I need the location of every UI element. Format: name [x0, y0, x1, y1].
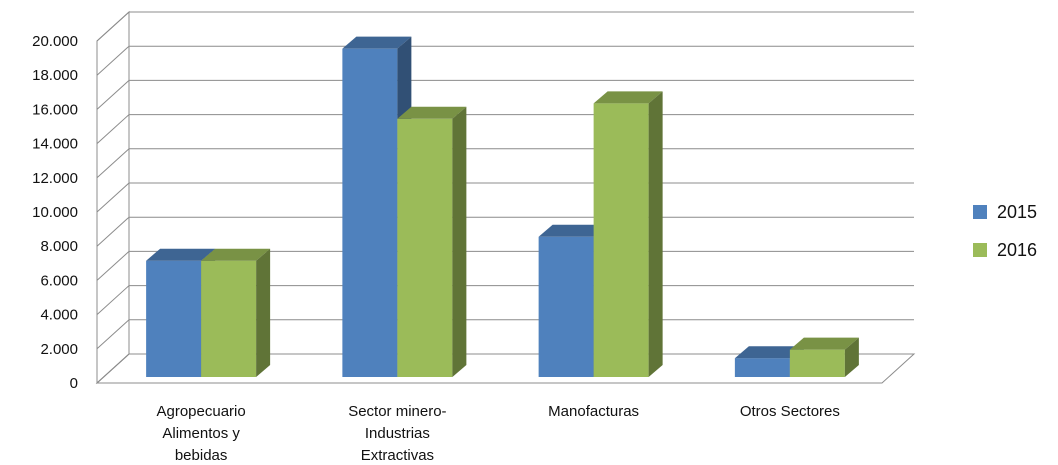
gridline-side	[96, 251, 130, 281]
x-category-label-line: Extractivas	[361, 447, 434, 464]
bar-front	[538, 236, 594, 377]
y-tick-label: 6.000	[40, 272, 78, 289]
bar-top	[593, 91, 663, 104]
legend: 2015 2016	[973, 202, 1037, 260]
gridline-side	[96, 114, 130, 144]
x-category-label: Agropecuario Alimentos y bebidas	[157, 403, 246, 464]
gridline-side	[96, 182, 130, 213]
bar-top	[146, 248, 216, 261]
gridline-side	[96, 80, 130, 110]
bar-2016-3	[789, 337, 859, 377]
y-tick-label: 4.000	[40, 307, 78, 324]
legend-swatch-2015	[973, 205, 987, 219]
x-category-label: Otros Sectores	[740, 403, 840, 420]
y-tick-label: 2.000	[40, 341, 78, 358]
bar-front	[593, 103, 649, 378]
y-tick-label: 10.000	[32, 204, 78, 221]
bar-front	[397, 118, 453, 377]
x-category-label: Sector minero- Industrias Extractivas	[348, 403, 446, 464]
gridline-side	[96, 11, 130, 42]
legend-label-2016: 2016	[997, 240, 1037, 260]
x-category-label: Manofacturas	[548, 403, 639, 420]
bar-2016-1	[397, 106, 467, 377]
y-tick-label: 14.000	[32, 136, 78, 153]
gridline-side	[96, 216, 130, 247]
legend-swatch-2016	[973, 243, 987, 257]
y-tick-label: 20.000	[32, 33, 78, 50]
x-category-label-line: Manofacturas	[548, 403, 639, 420]
x-category-label-line: Agropecuario	[157, 403, 246, 420]
bar-2016-2	[593, 91, 663, 378]
bar-top	[538, 224, 608, 237]
x-category-label-line: bebidas	[175, 447, 228, 464]
x-category-label-line: Otros Sectores	[740, 403, 840, 420]
x-category-label-line: Sector minero-	[348, 403, 446, 420]
bar-top	[397, 106, 467, 119]
bar-top	[342, 36, 412, 49]
x-category-label-line: Industrias	[365, 425, 430, 442]
bar-2016-0	[201, 248, 271, 377]
bar-front	[201, 260, 257, 377]
legend-label-2015: 2015	[997, 202, 1037, 222]
bars	[146, 36, 859, 378]
y-tick-label: 8.000	[40, 238, 78, 255]
x-category-label-line: Alimentos y	[162, 425, 240, 442]
y-tick-label: 18.000	[32, 67, 78, 84]
gridline-side	[96, 285, 130, 315]
gridline-side	[96, 319, 130, 350]
gridline-side	[96, 45, 130, 76]
bar-side	[452, 106, 467, 377]
bar-side	[844, 337, 859, 377]
y-tick-label: 16.000	[32, 101, 78, 118]
gridline-side	[96, 353, 130, 384]
gridline-side	[96, 148, 130, 179]
bar-side	[256, 248, 271, 377]
bar-front	[734, 358, 790, 377]
x-axis-category-labels: Agropecuario Alimentos y bebidas Sector min…	[157, 403, 840, 464]
y-tick-label: 12.000	[32, 170, 78, 187]
bar-top	[789, 337, 859, 350]
bar-front	[789, 349, 845, 377]
bar-front	[146, 260, 202, 377]
bar-side	[648, 91, 663, 378]
bar-top	[734, 346, 804, 359]
y-tick-label: 0	[70, 375, 78, 392]
bar-top	[201, 248, 271, 261]
y-axis-tick-labels: 0 2.000 4.000 6.000 8.000 10.000 12.000 14.000 1…	[32, 33, 78, 392]
bar-front	[342, 48, 398, 378]
